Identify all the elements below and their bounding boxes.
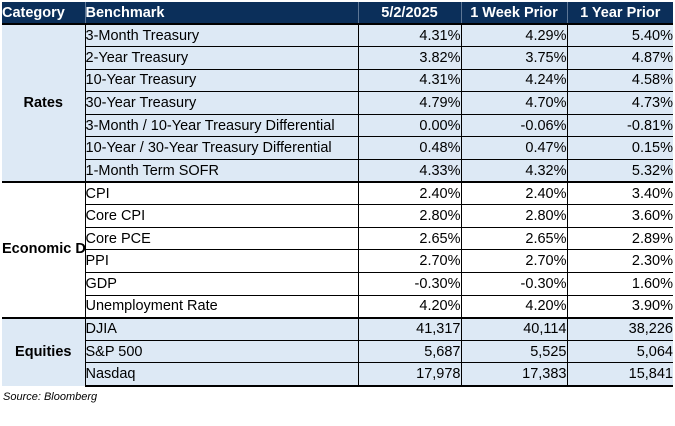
table-row: GDP -0.30% -0.30% 1.60% bbox=[2, 272, 673, 296]
week-prior-value-cell: 2.70% bbox=[461, 249, 568, 273]
current-value-cell: -0.30% bbox=[358, 272, 462, 296]
benchmark-cell: 2-Year Treasury bbox=[85, 46, 359, 70]
table-row: 3-Month / 10-Year Treasury Differential 0… bbox=[2, 113, 673, 137]
week-prior-value-cell: 2.40% bbox=[461, 181, 568, 205]
year-prior-value-cell: 4.73% bbox=[567, 91, 673, 115]
table-row: Core CPI 2.80% 2.80% 3.60% bbox=[2, 204, 673, 228]
benchmark-cell: GDP bbox=[85, 272, 359, 296]
week-prior-value-cell: 5,525 bbox=[461, 339, 568, 363]
year-prior-value-cell: 2.30% bbox=[567, 249, 673, 273]
current-value-cell: 2.80% bbox=[358, 204, 462, 228]
benchmark-cell: 10-Year / 30-Year Treasury Differential bbox=[85, 136, 359, 160]
category-cell: Rates bbox=[2, 22, 86, 183]
table-row: PPI 2.70% 2.70% 2.30% bbox=[2, 249, 673, 273]
current-value-cell: 2.40% bbox=[358, 181, 462, 205]
current-value-cell: 17,978 bbox=[358, 362, 462, 387]
year-prior-value-cell: 3.60% bbox=[567, 204, 673, 228]
header-week-prior: 1 Week Prior bbox=[460, 2, 567, 24]
benchmark-cell: PPI bbox=[85, 249, 359, 273]
current-value-cell: 2.70% bbox=[358, 249, 462, 273]
week-prior-value-cell: 4.32% bbox=[461, 159, 568, 184]
week-prior-value-cell: 17,383 bbox=[461, 362, 568, 387]
year-prior-value-cell: 5.40% bbox=[567, 23, 673, 47]
header-category: Category bbox=[2, 2, 85, 24]
benchmark-cell: CPI bbox=[85, 181, 359, 205]
section-rates: Rates 3-Month Treasury 4.31% 4.29% 5.40% 2-Ye… bbox=[2, 22, 673, 184]
category-cell: Economic Data bbox=[2, 181, 86, 318]
week-prior-value-cell: 0.47% bbox=[461, 136, 568, 160]
year-prior-value-cell: 2.89% bbox=[567, 226, 673, 250]
header-row: Category Benchmark 5/2/2025 1 Week Prior… bbox=[2, 2, 673, 24]
benchmark-cell: Core PCE bbox=[85, 226, 359, 250]
week-prior-value-cell: 2.65% bbox=[461, 226, 568, 250]
benchmark-cell: 1-Month Term SOFR bbox=[85, 159, 359, 184]
table-row: Economic DataCPI2.40%2.40%3.40% bbox=[2, 181, 673, 318]
table-row: 30-Year Treasury 4.79% 4.70% 4.73% bbox=[2, 91, 673, 115]
benchmark-cell: Nasdaq bbox=[85, 362, 359, 387]
benchmark-cell: DJIA bbox=[85, 316, 359, 341]
benchmark-cell: Unemployment Rate bbox=[85, 294, 359, 319]
table-row: Unemployment Rate 4.20% 4.20% 3.90% bbox=[2, 294, 673, 319]
year-prior-value-cell: 0.15% bbox=[567, 136, 673, 160]
year-prior-value-cell: 4.58% bbox=[567, 68, 673, 92]
year-prior-value-cell: 4.87% bbox=[567, 46, 673, 70]
current-value-cell: 2.65% bbox=[358, 226, 462, 250]
week-prior-value-cell: 4.20% bbox=[461, 294, 568, 319]
current-value-cell: 4.31% bbox=[358, 68, 462, 92]
week-prior-value-cell: 4.70% bbox=[461, 91, 568, 115]
table-row: 1-Month Term SOFR 4.33% 4.32% 5.32% bbox=[2, 159, 673, 184]
table-row: 10-Year Treasury 4.31% 4.24% 4.58% bbox=[2, 68, 673, 92]
week-prior-value-cell: 3.75% bbox=[461, 46, 568, 70]
benchmark-cell: S&P 500 bbox=[85, 339, 359, 363]
current-value-cell: 4.20% bbox=[358, 294, 462, 319]
week-prior-value-cell: 40,114 bbox=[461, 316, 568, 341]
benchmark-table: Category Benchmark 5/2/2025 1 Week Prior… bbox=[2, 2, 673, 387]
year-prior-value-cell: 15,841 bbox=[567, 362, 673, 387]
table-row: 2-Year Treasury 3.82% 3.75% 4.87% bbox=[2, 46, 673, 70]
source-note: Source: Bloomberg bbox=[3, 390, 98, 403]
benchmark-cell: 3-Month Treasury bbox=[85, 23, 359, 47]
table-row: S&P 500 5,687 5,525 5,064 bbox=[2, 339, 673, 363]
table-row: Nasdaq 17,978 17,383 15,841 bbox=[2, 362, 673, 387]
year-prior-value-cell: 3.40% bbox=[567, 181, 673, 205]
week-prior-value-cell: 4.29% bbox=[461, 23, 568, 47]
current-value-cell: 4.31% bbox=[358, 23, 462, 47]
current-value-cell: 0.00% bbox=[358, 113, 462, 137]
week-prior-value-cell: 2.80% bbox=[461, 204, 568, 228]
table-row: 10-Year / 30-Year Treasury Differential 0… bbox=[2, 136, 673, 160]
table-row: Rates 3-Month Treasury 4.31% 4.29% 5.40% bbox=[2, 22, 673, 183]
current-value-cell: 4.79% bbox=[358, 91, 462, 115]
current-value-cell: 41,317 bbox=[358, 316, 462, 341]
year-prior-value-cell: 1.60% bbox=[567, 272, 673, 296]
section-equities: Equities DJIA 41,317 40,114 38,226 S&P 500 5,6… bbox=[2, 316, 673, 387]
table-row: Equities DJIA 41,317 40,114 38,226 bbox=[2, 316, 673, 386]
current-value-cell: 4.33% bbox=[358, 159, 462, 184]
benchmark-table-container: Category Benchmark 5/2/2025 1 Week Prior… bbox=[2, 2, 673, 403]
year-prior-value-cell: -0.81% bbox=[567, 113, 673, 137]
current-value-cell: 0.48% bbox=[358, 136, 462, 160]
year-prior-value-cell: 38,226 bbox=[567, 316, 673, 341]
section-economic-data: Economic DataCPI2.40%2.40%3.40%Core CPI2… bbox=[2, 181, 673, 319]
benchmark-cell: 10-Year Treasury bbox=[85, 68, 359, 92]
week-prior-value-cell: -0.30% bbox=[461, 272, 568, 296]
current-value-cell: 3.82% bbox=[358, 46, 462, 70]
header-benchmark: Benchmark bbox=[84, 2, 358, 24]
benchmark-cell: Core CPI bbox=[85, 204, 359, 228]
year-prior-value-cell: 5.32% bbox=[567, 159, 673, 184]
week-prior-value-cell: 4.24% bbox=[461, 68, 568, 92]
year-prior-value-cell: 5,064 bbox=[567, 339, 673, 363]
benchmark-cell: 3-Month / 10-Year Treasury Differential bbox=[85, 113, 359, 137]
benchmark-cell: 30-Year Treasury bbox=[85, 91, 359, 115]
header-year-prior: 1 Year Prior bbox=[566, 2, 673, 24]
current-value-cell: 5,687 bbox=[358, 339, 462, 363]
year-prior-value-cell: 3.90% bbox=[567, 294, 673, 319]
table-row: Core PCE 2.65% 2.65% 2.89% bbox=[2, 226, 673, 250]
category-cell: Equities bbox=[2, 316, 86, 386]
header-current-date: 5/2/2025 bbox=[357, 2, 461, 24]
week-prior-value-cell: -0.06% bbox=[461, 113, 568, 137]
